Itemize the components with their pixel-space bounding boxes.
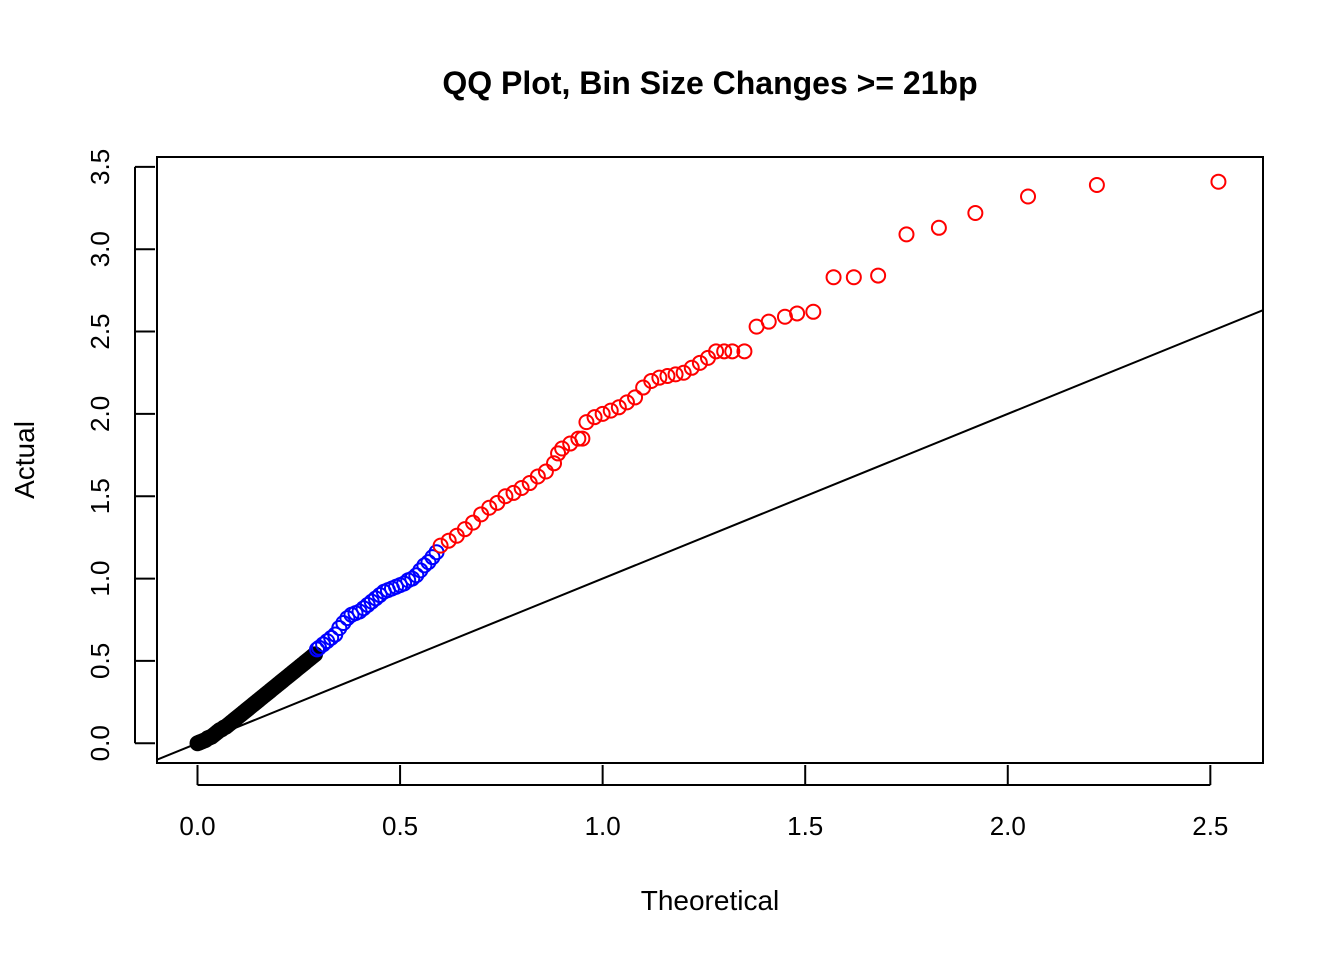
data-point <box>1020 188 1037 205</box>
plot-frame <box>156 156 1264 764</box>
data-point <box>643 372 660 389</box>
data-point <box>416 557 433 574</box>
data-point <box>967 204 984 221</box>
x-tick-label: 1.5 <box>787 811 823 841</box>
data-point <box>602 402 619 419</box>
data-point <box>586 409 603 426</box>
y-tick-label: 2.0 <box>85 396 115 432</box>
x-tick-label: 0.0 <box>179 811 215 841</box>
data-point <box>339 610 356 627</box>
data-point <box>610 399 627 416</box>
data-point <box>789 305 806 322</box>
data-point <box>675 364 692 381</box>
data-point <box>825 269 842 286</box>
chart-title: QQ Plot, Bin Size Changes >= 21bp <box>442 65 977 101</box>
data-point <box>716 343 733 360</box>
reference-line <box>157 309 1263 761</box>
data-point <box>420 554 437 571</box>
data-point <box>440 532 457 549</box>
data-point <box>691 354 708 371</box>
data-point <box>1210 173 1227 190</box>
data-point <box>845 269 862 286</box>
data-point <box>513 479 530 496</box>
data-point <box>546 455 563 472</box>
x-axis: 0.0 0.5 1.0 1.5 2.0 2.5 <box>179 765 1228 841</box>
data-point <box>667 366 684 383</box>
data-point <box>396 575 413 592</box>
data-point <box>574 430 591 447</box>
y-axis: 0.0 0.5 1.0 1.5 2.0 2.5 3.0 3.5 <box>85 149 155 761</box>
data-point <box>930 219 947 236</box>
data-point <box>651 369 668 386</box>
x-tick-label: 1.0 <box>585 811 621 841</box>
y-tick-label: 2.5 <box>85 313 115 349</box>
data-point <box>724 343 741 360</box>
data-point <box>331 619 348 636</box>
data-point <box>323 629 340 646</box>
data-point <box>618 394 635 411</box>
data-point <box>708 343 725 360</box>
data-point <box>870 267 887 284</box>
y-tick-label: 0.0 <box>85 725 115 761</box>
y-tick-label: 0.5 <box>85 643 115 679</box>
data-point <box>578 414 595 431</box>
data-point <box>736 343 753 360</box>
data-point <box>505 484 522 501</box>
data-point <box>683 359 700 376</box>
x-tick-label: 0.5 <box>382 811 418 841</box>
data-point <box>570 430 587 447</box>
data-point <box>424 549 441 566</box>
data-point <box>335 615 352 632</box>
data-point <box>1088 176 1105 193</box>
data-point <box>465 514 481 531</box>
data-point <box>554 440 571 457</box>
data-point <box>627 389 644 406</box>
x-tick-label: 2.0 <box>990 811 1026 841</box>
data-point <box>412 562 429 579</box>
data-point <box>898 226 915 243</box>
x-tick-label: 2.5 <box>1192 811 1228 841</box>
y-tick-label: 1.0 <box>85 560 115 596</box>
x-axis-label: Theoretical <box>641 885 780 916</box>
data-point <box>432 537 449 554</box>
y-axis-label: Actual <box>9 421 40 499</box>
data-point <box>404 570 421 587</box>
data-point <box>550 445 567 462</box>
data-point <box>371 587 388 604</box>
points-layer <box>157 173 1263 761</box>
data-point <box>659 368 676 385</box>
data-point <box>537 463 554 480</box>
data-point <box>481 499 498 516</box>
data-point <box>497 488 514 505</box>
y-tick-label: 3.5 <box>85 149 115 185</box>
y-tick-label: 3.0 <box>85 231 115 267</box>
data-point <box>408 567 425 584</box>
data-point <box>594 405 611 422</box>
data-point <box>529 468 546 485</box>
data-point <box>805 303 822 320</box>
y-tick-label: 1.5 <box>85 478 115 514</box>
data-point <box>760 313 777 330</box>
